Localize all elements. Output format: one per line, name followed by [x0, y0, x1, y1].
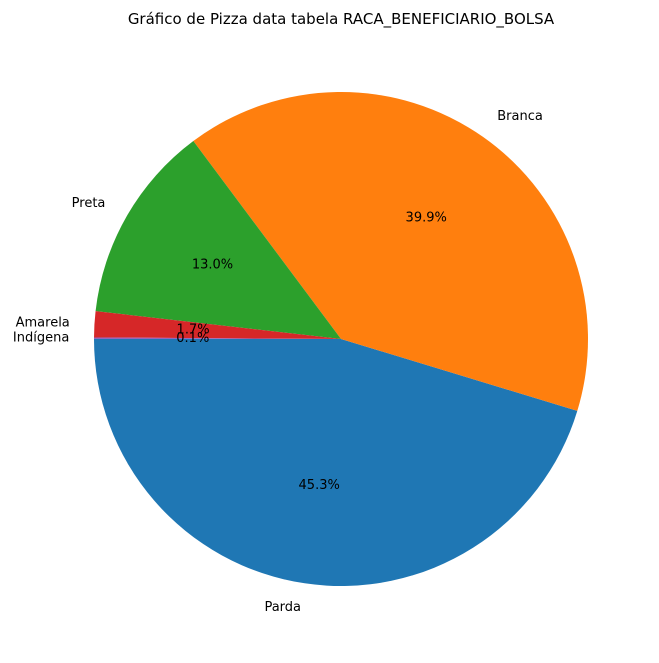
slice-pct-amarela: 1.7%: [177, 323, 210, 338]
chart-title: Gráfico de Pizza data tabela RACA_BENEFI…: [128, 10, 555, 29]
slice-label-branca: Branca: [497, 109, 543, 124]
slice-pct-preta: 13.0%: [192, 258, 233, 273]
pie-slice-preta: [95, 141, 341, 339]
slice-pct-parda: 45.3%: [299, 478, 340, 493]
pie-slices: [94, 91, 588, 586]
pie-slice-branca: [193, 91, 588, 411]
pie-slice-amarela: [94, 311, 341, 339]
slice-pct-branca: 39.9%: [406, 210, 447, 225]
slice-label-parda: Parda: [264, 600, 301, 615]
pie-labels: Parda 45.3% Branca 39.9% Preta 13.0% Amarela 1.…: [13, 109, 543, 615]
slice-label-preta: Preta: [72, 196, 106, 211]
slice-label-amarela: Amarela: [16, 315, 70, 330]
pie-slice-parda: [94, 339, 578, 586]
pie-slice-indigena: [94, 337, 341, 339]
slice-label-indigena: Indígena: [13, 331, 69, 346]
slice-pct-indigena: 0.1%: [176, 331, 209, 346]
